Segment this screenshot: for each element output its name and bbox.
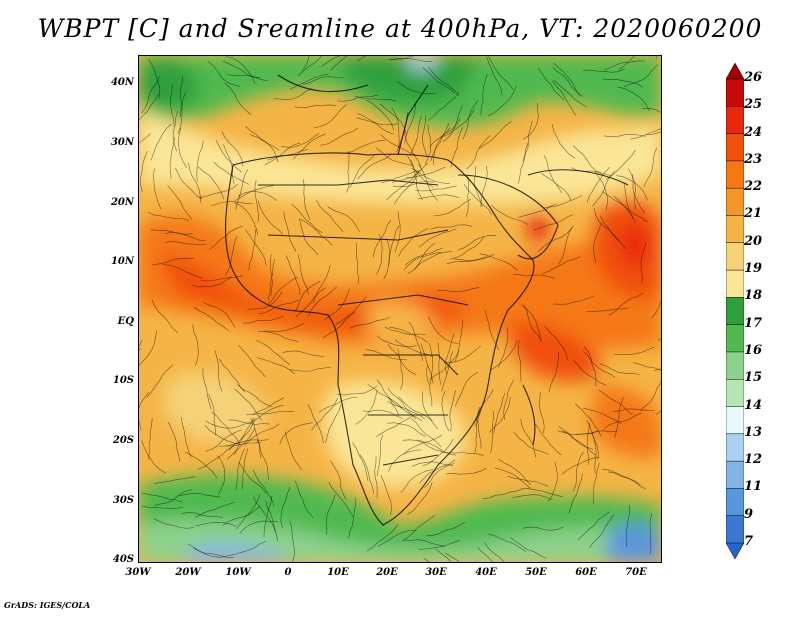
lon-tick-label: 60E [575,567,597,578]
colorbar-level-label: 11 [744,479,763,495]
lat-tick-label: 40N [110,77,134,88]
colorbar-swatch [726,378,744,408]
colorbar-swatch [726,406,744,435]
colorbar-level-label: 16 [744,342,763,358]
coastlines [225,74,629,526]
colorbar-swatch [726,488,744,517]
map-frame [138,55,662,563]
lon-tick-label: 10W [225,567,251,578]
colorbar-level-label: 25 [744,97,763,113]
colorbar-level-label: 9 [744,506,754,522]
colorbar-swatch [726,215,744,244]
colorbar-level-label: 18 [744,288,763,304]
streamlines [138,55,662,563]
grads-credit: GrADS: IGES/COLA [4,600,91,610]
lat-tick-label: 30S [112,495,134,506]
colorbar-level-label: 24 [744,124,763,140]
lat-tick-label: 10S [112,375,134,386]
lon-tick-label: 0 [284,567,292,578]
lat-tick-label: 30N [110,137,134,148]
lon-tick-label: 50E [525,567,547,578]
lon-tick-label: 20E [376,567,398,578]
map-panel [138,55,662,563]
colorbar-swatch [726,106,744,135]
wbpt-map [138,55,662,563]
colorbar-level-label: 19 [744,261,763,277]
colorbar-swatch [726,515,744,544]
colorbar-level-label: 17 [744,315,763,331]
colorbar-level-label: 14 [744,397,763,413]
colorbar-swatch [726,133,744,162]
lon-tick-label: 70E [625,567,647,578]
lat-tick-label: 10N [110,256,134,267]
colorbar-level-label: 15 [744,370,763,386]
temperature-field [138,55,662,563]
colorbar-level-label: 20 [744,233,763,249]
colorbar-level-label: 26 [744,70,763,85]
colorbar-swatch [726,78,744,107]
colorbar-swatch [726,187,744,217]
colorbar-swatch [726,324,744,353]
lon-tick-label: 40E [475,567,497,578]
colorbar-level-label: 13 [744,424,763,440]
colorbar-level-label: 23 [744,151,763,167]
lon-tick-label: 20W [175,567,201,578]
colorbar-swatch [726,351,744,380]
colorbar-swatch [726,297,744,326]
lat-tick-label: 20S [112,435,134,446]
lon-tick-label: 30W [125,567,151,578]
colorbar-swatch [726,160,744,189]
colorbar-swatch [726,63,744,80]
colorbar [726,63,744,559]
lon-tick-label: 10E [327,567,349,578]
lat-tick-label: EQ [117,316,134,327]
colorbar-level-label: 12 [744,452,763,468]
colorbar-swatch [726,433,744,462]
colorbar-swatch [726,460,744,489]
colorbar-level-label: 21 [744,206,763,222]
lat-tick-label: 40S [112,554,134,565]
colorbar-swatch [726,542,744,559]
lon-tick-label: 30E [425,567,447,578]
colorbar-swatch [726,242,744,271]
colorbar-level-label: 22 [744,179,763,195]
chart-title: WBPT [C] and Sreamline at 400hPa, VT: 20… [37,14,763,43]
lat-tick-label: 20N [110,197,134,208]
colorbar-level-label: 7 [744,534,754,549]
colorbar-swatch [726,269,744,298]
